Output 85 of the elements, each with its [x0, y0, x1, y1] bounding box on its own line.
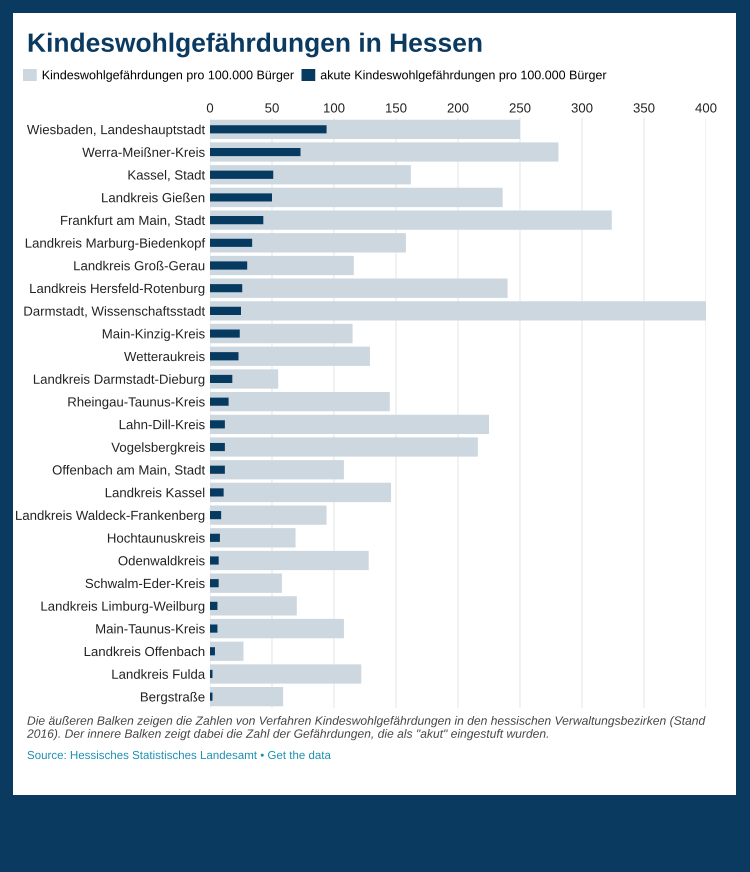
y-tick-label: Landkreis Darmstadt-Dieburg: [34, 374, 204, 386]
bar: [210, 534, 220, 542]
chart-title: Kindeswohlgefährdungen in Hessen: [28, 32, 482, 58]
y-tick-label: Kassel, Stadt: [128, 170, 206, 182]
y-tick-label: Landkreis Hersfeld-Rotenburg: [30, 283, 204, 296]
y-tick-label: Odenwaldkreis: [118, 556, 205, 566]
bar: [210, 170, 274, 179]
y-tick-label: Vogelsbergkreis: [111, 442, 205, 455]
bar: [210, 647, 215, 656]
bar: [210, 420, 225, 428]
bar: [210, 618, 344, 638]
x-tick-label: 250: [510, 103, 530, 113]
bar: [210, 301, 706, 321]
y-tick-label: Landkreis Limburg-Weilburg: [41, 601, 204, 614]
y-tick-label: Landkreis Kassel: [106, 488, 204, 498]
legend-label: Kindeswohlgefährdungen pro 100.000 Bürger: [42, 70, 294, 82]
y-tick-label: Landkreis Offenbach: [84, 646, 204, 656]
bar: [210, 278, 508, 298]
y-tick-label: Landkreis Groß-Gerau: [74, 260, 204, 270]
bar: [210, 238, 252, 247]
text: Die äußeren Balken zeigen die Zahlen von Verfahren Kindeswohlgefährdungen in den hessischen Verwaltungsbezirken (Stand 2016). Der innere Balken zeigt dabei die Zahl der Gefährdungen, die als "akut" eingestuft wurden.: [26, 716, 706, 740]
y-tick-label: Hochtaunuskreis: [108, 533, 205, 543]
bar: [210, 574, 282, 593]
x-tick-label: 300: [571, 103, 592, 113]
bar: [210, 306, 241, 315]
x-tick-label: 100: [324, 103, 344, 113]
bar: [210, 442, 225, 452]
y-tick-label: Landkreis Waldeck-Frankenberg: [16, 510, 204, 523]
y-tick-label: Offenbach am Main, Stadt: [52, 464, 206, 476]
bar: [210, 437, 478, 457]
bar: [210, 324, 353, 344]
bar: [210, 188, 503, 208]
bar: [210, 664, 362, 684]
bar: [210, 466, 225, 474]
bar: [210, 414, 489, 434]
y-tick-label: Rheingau-Taunus-Kreis: [68, 396, 205, 410]
bar: [210, 261, 248, 270]
y-tick-label: Main-Kinzig-Kreis: [102, 328, 205, 342]
bar: [210, 482, 392, 502]
bar: [210, 642, 244, 661]
bar: [210, 284, 242, 292]
bar: [210, 193, 272, 202]
bar: [210, 125, 327, 134]
bar: [210, 148, 301, 156]
bar: [210, 556, 219, 565]
legend-label: akute Kindeswohlgefährdungen pro 100.000 Bürger: [320, 70, 606, 82]
y-tick-label: Main-Taunus-Kreis: [96, 624, 205, 634]
x-tick-label: 400: [695, 103, 716, 113]
x-tick-label: 0: [206, 103, 214, 113]
y-tick-label: Landkreis Fulda: [112, 669, 206, 679]
bar: [210, 624, 218, 633]
bar: [210, 210, 612, 230]
bar: [210, 528, 296, 548]
x-tick-label: 200: [448, 103, 468, 113]
bar: [210, 511, 222, 520]
bar: [210, 550, 369, 570]
bar: [210, 460, 344, 480]
bar: [210, 687, 284, 706]
bar: [210, 392, 390, 412]
bar: [210, 329, 240, 338]
bar: [210, 398, 229, 406]
bar: [210, 352, 239, 360]
y-tick-label: Bergstraße: [140, 692, 205, 704]
bar: [210, 505, 327, 525]
y-tick-label: Wiesbaden, Landeshauptstadt: [26, 124, 206, 137]
x-tick-label: 150: [386, 103, 406, 113]
bar: [210, 346, 370, 366]
bar: [210, 579, 219, 588]
source-note: Source: Hessisches Statistisches Landesamt • Get the data: [28, 750, 331, 760]
x-tick-label: 350: [633, 103, 654, 113]
y-tick-label: Frankfurt am Main, Stadt: [61, 215, 206, 227]
y-tick-label: Landkreis Marburg-Biedenkopf: [26, 238, 206, 250]
y-tick-label: Werra-Meißner-Kreis: [82, 147, 205, 157]
y-tick-label: Darmstadt, Wissenschaftsstadt: [24, 306, 206, 318]
bar: [210, 596, 297, 616]
x-tick-label: 50: [265, 103, 279, 113]
y-tick-label: Wetteraukreis: [124, 351, 205, 362]
bar: [210, 488, 224, 497]
bar: [210, 374, 232, 384]
bar: [210, 233, 406, 252]
y-tick-label: Landkreis Gießen: [102, 192, 204, 202]
y-tick-label: Lahn-Dill-Kreis: [120, 420, 205, 430]
y-tick-label: Schwalm-Eder-Kreis: [86, 578, 205, 588]
bar: [210, 216, 264, 224]
bar: [210, 602, 218, 610]
